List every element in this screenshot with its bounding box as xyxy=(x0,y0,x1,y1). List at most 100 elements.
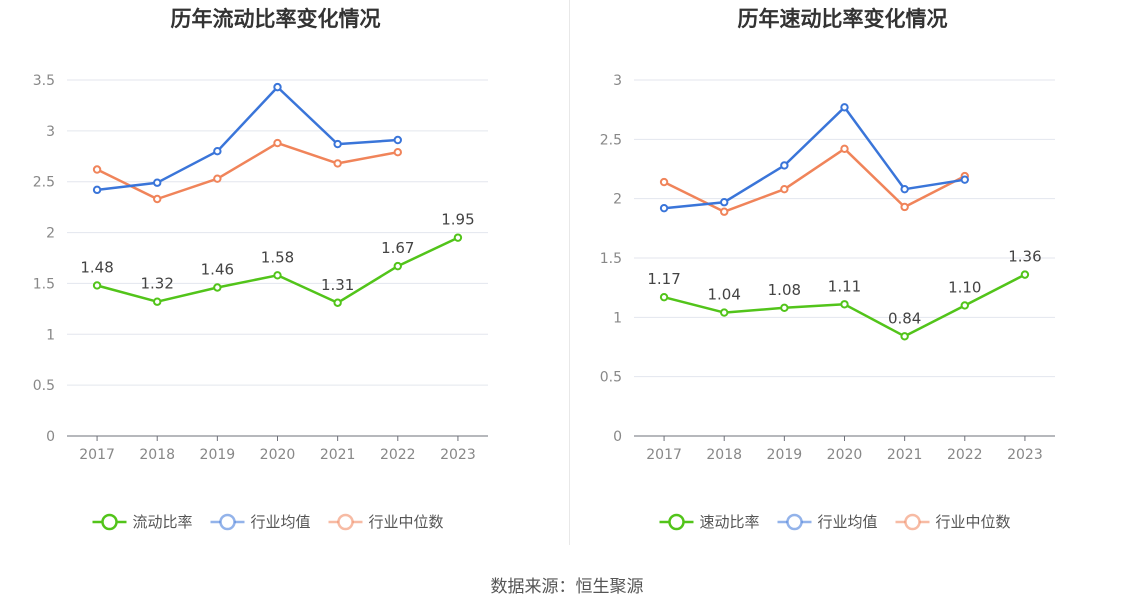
quick-ratio-legend-marker-icon xyxy=(668,513,685,531)
current-ratio-series-line-1 xyxy=(96,85,398,192)
current-ratio-series-point-2[interactable] xyxy=(153,194,162,204)
current-ratio-x-tick-label: 2019 xyxy=(200,447,236,463)
quick-ratio-series-point-0[interactable] xyxy=(840,300,849,309)
current-ratio-legend-item-0[interactable]: 流动比率 xyxy=(92,513,193,531)
current-ratio-data-label: 1.95 xyxy=(441,211,474,229)
quick-ratio-series-point-0[interactable] xyxy=(900,332,909,341)
quick-ratio-legend-marker-icon xyxy=(786,513,803,531)
quick-ratio-series-point-1[interactable] xyxy=(720,198,729,207)
current-ratio-y-tick-label: 1.5 xyxy=(33,276,55,292)
quick-ratio-series-point-1[interactable] xyxy=(659,203,669,213)
quick-ratio-x-tick-label: 2019 xyxy=(767,447,803,463)
data-source-footer: 数据来源：恒生聚源 xyxy=(490,577,644,597)
quick-ratio-chart-title: 历年速动比率变化情况 xyxy=(738,7,948,31)
current-ratio-x-tick-label: 2023 xyxy=(440,447,476,463)
quick-ratio-data-label: 1.08 xyxy=(768,281,801,299)
current-ratio-series-point-2[interactable] xyxy=(273,138,282,148)
current-ratio-data-label: 1.67 xyxy=(381,239,414,257)
current-ratio-legend-marker-icon xyxy=(337,513,354,531)
quick-ratio-legend-item-0[interactable]: 速动比率 xyxy=(659,513,760,531)
current-ratio-series-point-1[interactable] xyxy=(153,178,162,187)
quick-ratio-data-label: 1.10 xyxy=(948,278,981,296)
quick-ratio-y-tick-label: 2.5 xyxy=(600,132,622,148)
current-ratio-series-point-2[interactable] xyxy=(92,165,102,174)
panel-divider xyxy=(569,0,570,545)
current-ratio-series-point-0[interactable] xyxy=(92,281,102,290)
quick-ratio-series-point-0[interactable] xyxy=(960,301,969,310)
current-ratio-series-point-0[interactable] xyxy=(153,297,162,306)
current-ratio-series-point-0[interactable] xyxy=(393,261,402,271)
quick-ratio-x-tick-label: 2021 xyxy=(887,447,923,463)
current-ratio-series-point-0[interactable] xyxy=(273,271,282,280)
quick-ratio-chart-svg: 历年速动比率变化情况 0 0.5 1 1.5 2 2.5 3 2017 2018 2019 2020 2… xyxy=(600,7,1055,531)
quick-ratio-legend-marker-icon xyxy=(904,513,921,531)
current-ratio-series-point-2[interactable] xyxy=(213,174,222,183)
quick-ratio-data-label: 1.36 xyxy=(1008,248,1041,266)
quick-ratio-series-point-2[interactable] xyxy=(659,177,669,187)
current-ratio-legend-label: 流动比率 xyxy=(133,513,193,531)
quick-ratio-data-label: 1.11 xyxy=(828,277,861,295)
quick-ratio-legend-label: 行业中位数 xyxy=(936,513,1011,531)
current-ratio-series-point-1[interactable] xyxy=(213,147,222,156)
quick-ratio-series-line-1 xyxy=(663,106,965,210)
quick-ratio-data-label: 1.04 xyxy=(708,286,741,304)
quick-ratio-y-tick-label: 1.5 xyxy=(600,251,622,267)
quick-ratio-legend-label: 行业均值 xyxy=(818,513,878,531)
quick-ratio-series-point-2[interactable] xyxy=(780,184,789,194)
current-ratio-y-tick-label: 2 xyxy=(46,226,55,242)
current-ratio-series-point-1[interactable] xyxy=(393,135,402,145)
current-ratio-legend-item-1[interactable]: 行业均值 xyxy=(210,513,311,531)
current-ratio-series-point-2[interactable] xyxy=(333,159,342,168)
quick-ratio-y-tick-label: 1 xyxy=(613,310,622,326)
current-ratio-series-point-0[interactable] xyxy=(453,233,463,242)
current-ratio-x-tick-label: 2022 xyxy=(380,447,416,463)
current-ratio-series-line-2 xyxy=(96,141,399,201)
current-ratio-y-tick-label: 1 xyxy=(46,327,55,343)
quick-ratio-x-tick-label: 2017 xyxy=(646,447,682,463)
quick-ratio-series-point-0[interactable] xyxy=(659,292,669,302)
quick-ratio-data-label: 0.84 xyxy=(888,309,921,327)
current-ratio-data-label: 1.31 xyxy=(321,276,354,294)
current-ratio-chart-title: 历年流动比率变化情况 xyxy=(171,7,381,31)
current-ratio-series-point-1[interactable] xyxy=(333,139,342,149)
quick-ratio-series-point-0[interactable] xyxy=(720,308,729,317)
quick-ratio-legend-label: 速动比率 xyxy=(700,513,760,531)
current-ratio-series-point-0[interactable] xyxy=(333,298,342,307)
current-ratio-legend-marker-icon xyxy=(219,513,236,531)
current-ratio-y-tick-label: 3.5 xyxy=(33,73,55,89)
quick-ratio-legend-item-2[interactable]: 行业中位数 xyxy=(895,513,1011,531)
quick-ratio-series-point-1[interactable] xyxy=(900,184,909,194)
quick-ratio-series-point-2[interactable] xyxy=(840,144,849,154)
quick-ratio-series-point-0[interactable] xyxy=(780,303,789,313)
quick-ratio-series-point-2[interactable] xyxy=(720,207,729,216)
current-ratio-legend-item-2[interactable]: 行业中位数 xyxy=(328,513,444,531)
current-ratio-legend-label: 行业均值 xyxy=(251,513,311,531)
current-ratio-x-tick-label: 2018 xyxy=(139,447,175,463)
current-ratio-y-tick-label: 0 xyxy=(46,429,55,445)
current-ratio-data-label: 1.46 xyxy=(201,260,234,278)
current-ratio-series-point-1[interactable] xyxy=(273,82,282,92)
current-ratio-data-label: 1.32 xyxy=(141,275,174,293)
current-ratio-series-point-0[interactable] xyxy=(213,283,222,292)
quick-ratio-series-line-2 xyxy=(663,147,966,213)
current-ratio-x-tick-label: 2021 xyxy=(320,447,356,463)
quick-ratio-series-point-1[interactable] xyxy=(780,161,789,170)
current-ratio-x-tick-label: 2017 xyxy=(79,447,115,463)
current-ratio-data-label: 1.48 xyxy=(80,258,113,276)
quick-ratio-series-point-1[interactable] xyxy=(960,175,969,184)
current-ratio-y-tick-label: 3 xyxy=(46,124,55,140)
quick-ratio-legend-item-1[interactable]: 行业均值 xyxy=(777,513,878,531)
current-ratio-y-tick-label: 0.5 xyxy=(33,378,55,394)
quick-ratio-x-tick-label: 2022 xyxy=(947,447,983,463)
quick-ratio-x-tick-label: 2018 xyxy=(706,447,742,463)
quick-ratio-series-point-1[interactable] xyxy=(840,103,849,112)
current-ratio-x-tick-label: 2020 xyxy=(260,447,296,463)
quick-ratio-series-point-2[interactable] xyxy=(900,202,909,212)
current-ratio-series-point-2[interactable] xyxy=(393,148,402,157)
quick-ratio-y-tick-label: 0.5 xyxy=(600,370,622,386)
quick-ratio-series-point-0[interactable] xyxy=(1020,270,1030,279)
quick-ratio-data-label: 1.17 xyxy=(647,270,680,288)
current-ratio-series-point-1[interactable] xyxy=(92,185,102,195)
quick-ratio-chart: 历年速动比率变化情况 0 0.5 1 1.5 2 2.5 3 2017 2018 2019 2020 2… xyxy=(567,0,1134,545)
current-ratio-data-label: 1.58 xyxy=(261,248,294,266)
